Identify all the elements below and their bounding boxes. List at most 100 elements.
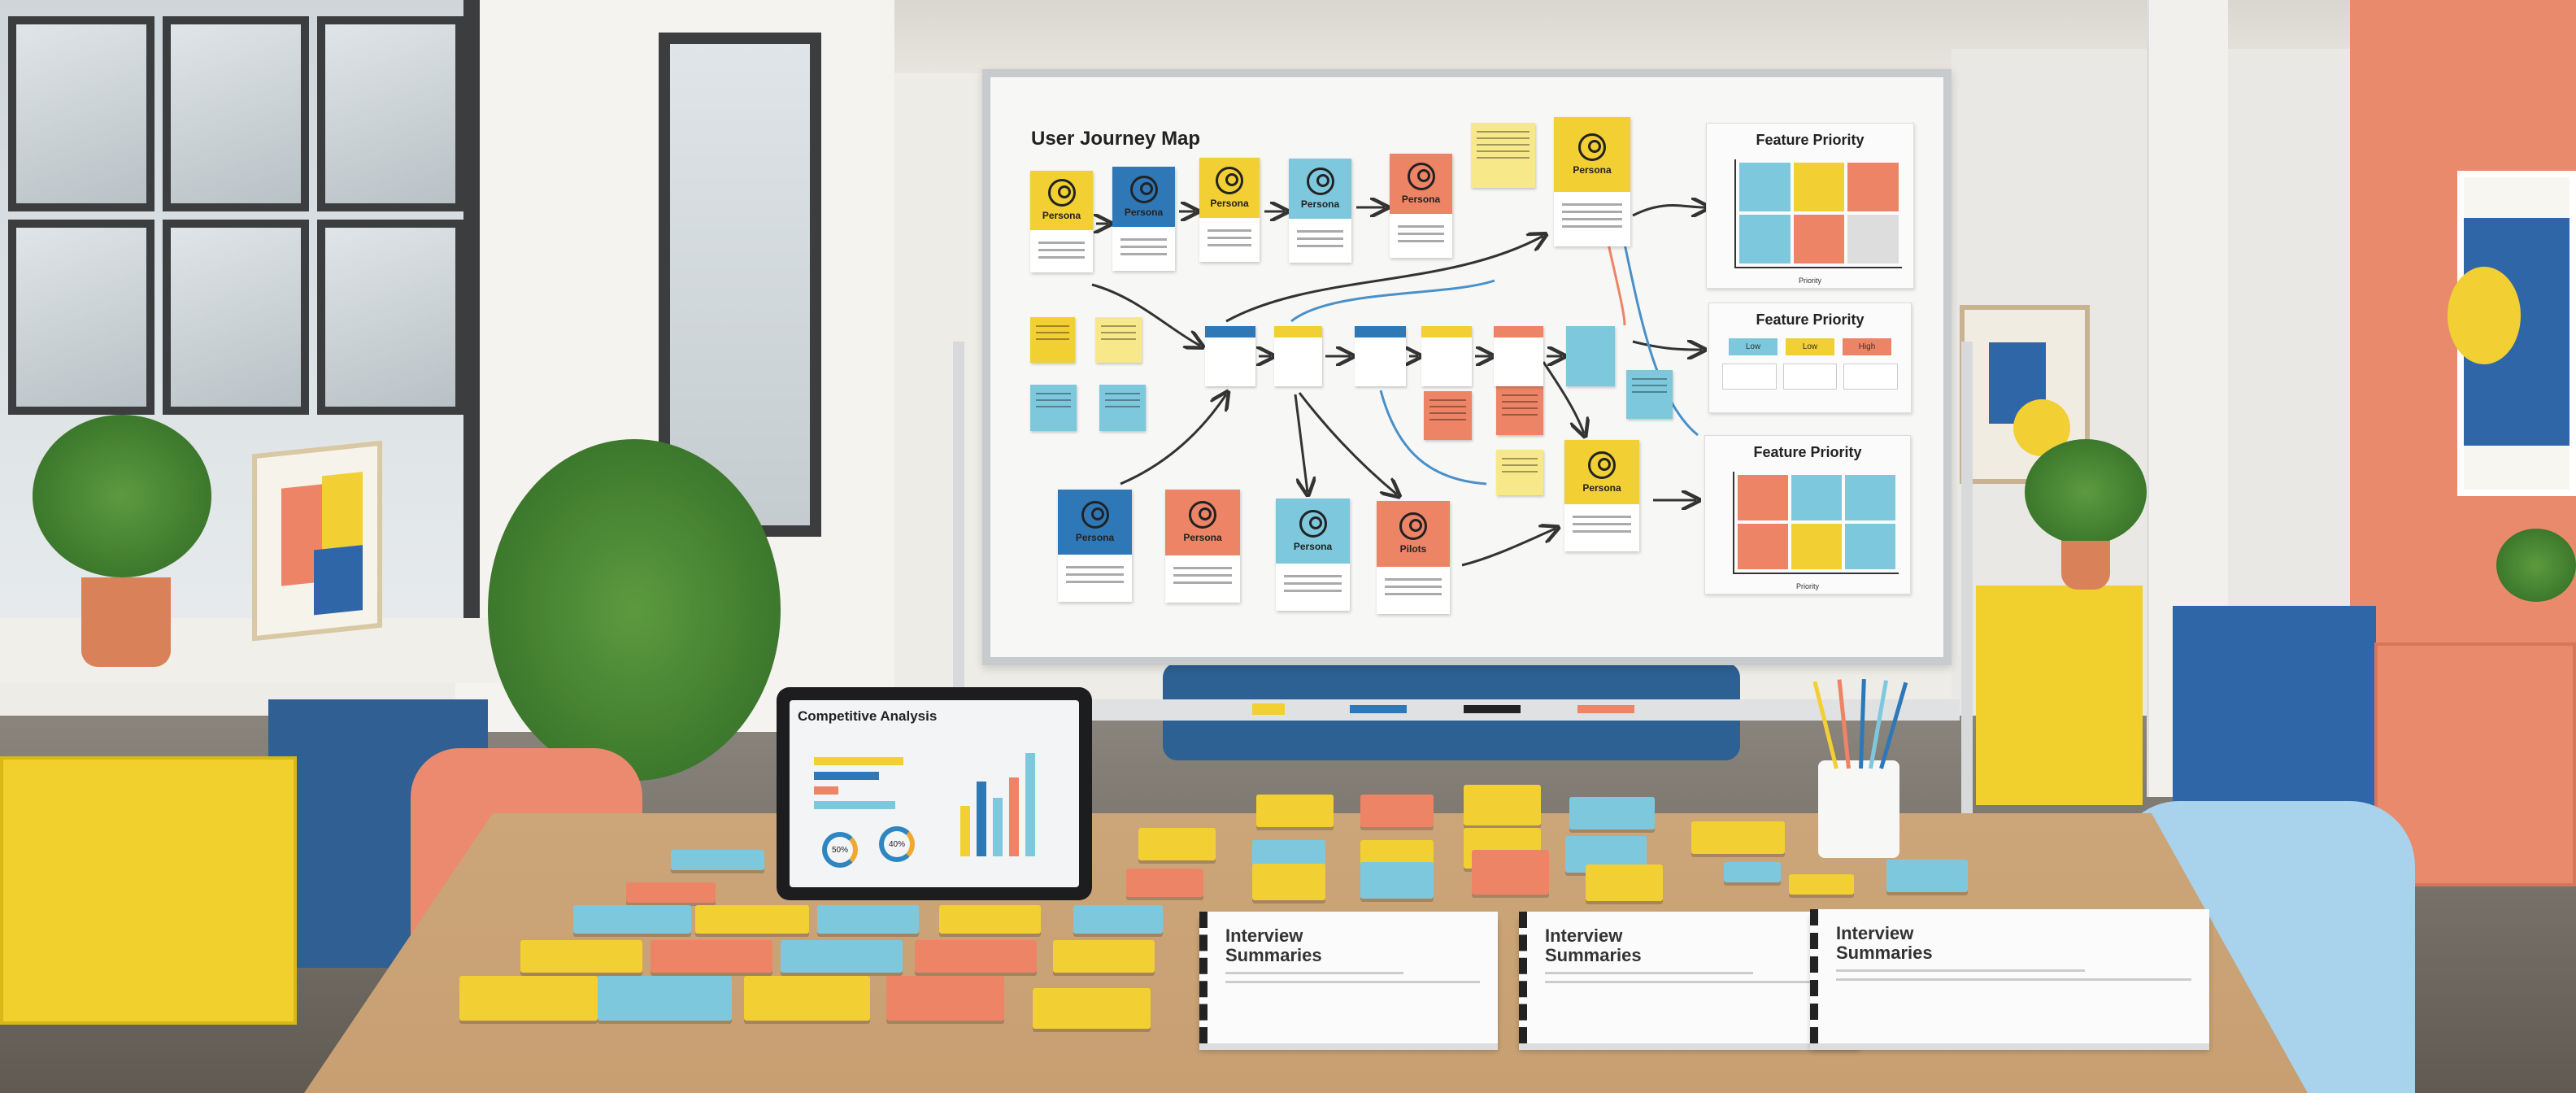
- feature-priority-matrix: Feature Priority Priority: [1704, 435, 1911, 594]
- sticky-note-stack[interactable]: [651, 940, 772, 973]
- arrow: [1632, 206, 1706, 216]
- sticky-note-stack[interactable]: [1360, 862, 1434, 899]
- journey-step-card: [1566, 326, 1615, 386]
- whiteboard: User Journey Map Persona Persona Persona: [982, 69, 1952, 665]
- sticky-note-stack[interactable]: [1053, 940, 1155, 973]
- persona-label: Persona: [1075, 532, 1115, 544]
- persona-label: Persona: [1573, 164, 1612, 176]
- persona-card: Persona: [1390, 154, 1452, 258]
- axis-label: Priority: [1798, 277, 1821, 285]
- level-label: Low: [1729, 338, 1778, 355]
- eraser: [1252, 703, 1285, 715]
- sticky-note-stack[interactable]: [695, 905, 809, 934]
- person-icon: [1578, 133, 1606, 162]
- sticky-note-stack[interactable]: [1886, 860, 1968, 892]
- persona-label: Persona: [1042, 210, 1081, 222]
- feature-priority-title: Feature Priority: [1756, 311, 1865, 328]
- sticky-note-stack[interactable]: [671, 850, 764, 870]
- tablet[interactable]: Competitive Analysis 50% 40%: [777, 687, 1092, 900]
- sticky-note-stack[interactable]: [1464, 785, 1541, 825]
- sticky-note-stack[interactable]: [1724, 862, 1781, 882]
- person-icon: [1588, 451, 1616, 479]
- sticky-note: [1030, 317, 1075, 363]
- plant-pot: [2061, 541, 2110, 590]
- sticky-note-stack[interactable]: [1126, 869, 1203, 897]
- plant-pot: [81, 577, 171, 667]
- persona-label: Persona: [1210, 198, 1249, 210]
- sticky-note-stack[interactable]: [744, 976, 870, 1021]
- person-icon: [1081, 501, 1109, 529]
- arrow: [1607, 243, 1626, 326]
- tablet-title: Competitive Analysis: [798, 708, 938, 724]
- persona-card: Persona: [1554, 117, 1630, 246]
- sticky-note-stack[interactable]: [939, 905, 1041, 934]
- interview-summary-binder[interactable]: Interview Summaries: [1519, 912, 1860, 1043]
- sticky-note-stack[interactable]: [1586, 864, 1663, 901]
- person-icon: [1306, 168, 1334, 196]
- arrow: [1632, 342, 1702, 350]
- sticky-note-stack[interactable]: [459, 976, 598, 1021]
- sticky-note-stack[interactable]: [1252, 864, 1325, 900]
- binder-title: Interview Summaries: [1836, 923, 1933, 964]
- plant: [33, 415, 211, 577]
- feature-priority-title: Feature Priority: [1756, 132, 1865, 148]
- person-icon: [1216, 167, 1243, 195]
- sticky-note-stack[interactable]: [886, 976, 1004, 1021]
- person-icon: [1047, 179, 1076, 207]
- sticky-note-stack[interactable]: [598, 976, 732, 1021]
- sticky-note: [1496, 386, 1543, 435]
- sticky-note-stack[interactable]: [1472, 850, 1549, 895]
- feature-priority-title: Feature Priority: [1753, 444, 1862, 460]
- sticky-note-stack[interactable]: [1033, 988, 1151, 1029]
- journey-step-card: [1494, 326, 1543, 386]
- arrow: [1294, 394, 1308, 492]
- sticky-note-stack[interactable]: [781, 940, 903, 973]
- person-icon: [1407, 163, 1435, 191]
- sticky-note: [1626, 370, 1673, 419]
- sticky-note-stack[interactable]: [573, 905, 691, 934]
- sticky-note-stack[interactable]: [1256, 795, 1334, 827]
- persona-card: Persona: [1289, 159, 1351, 263]
- sticky-note-stack[interactable]: [520, 940, 642, 973]
- sticky-note-stack[interactable]: [915, 940, 1037, 973]
- sticky-note: [1095, 317, 1142, 363]
- sticky-note: [1099, 385, 1146, 431]
- persona-card: Persona: [1199, 158, 1260, 262]
- persona-card: Persona: [1276, 499, 1350, 611]
- persona-card: Persona: [1112, 167, 1175, 271]
- arrow: [1120, 394, 1226, 486]
- interview-summary-binder[interactable]: Interview Summaries: [1199, 912, 1498, 1043]
- feature-priority-matrix: Feature Priority Priority: [1706, 123, 1914, 289]
- persona-card: Pilots: [1377, 501, 1450, 614]
- sticky-note-stack[interactable]: [1073, 905, 1163, 934]
- journey-step-card: [1205, 326, 1255, 386]
- sticky-note-stack[interactable]: [626, 882, 716, 903]
- person-icon: [1399, 512, 1427, 541]
- persona-card: Persona: [1165, 490, 1240, 603]
- side-window: [659, 33, 821, 537]
- persona-card: Persona: [1564, 440, 1639, 551]
- level-label: High: [1843, 338, 1891, 355]
- persona-label: Persona: [1124, 207, 1164, 219]
- journey-step-card: [1421, 326, 1472, 386]
- sticky-note-stack[interactable]: [1789, 874, 1854, 895]
- persona-label: Pilots: [1399, 543, 1427, 555]
- arrow: [1225, 236, 1543, 323]
- arrow: [1461, 529, 1556, 567]
- plant: [2025, 439, 2147, 545]
- sticky-note-stack[interactable]: [1569, 797, 1655, 830]
- whiteboard-stand: [1961, 342, 1973, 830]
- sticky-note-stack[interactable]: [1360, 795, 1434, 827]
- interview-summary-binder[interactable]: Interview Summaries: [1810, 909, 2209, 1043]
- persona-card: Persona: [1058, 490, 1132, 602]
- sticky-note-stack[interactable]: [1138, 828, 1216, 860]
- journey-step-card: [1355, 326, 1406, 386]
- whiteboard-marker-tray: [1057, 699, 1960, 721]
- whiteboard-stand: [953, 342, 964, 797]
- persona-label: Persona: [1401, 194, 1441, 206]
- persona-label: Persona: [1300, 198, 1340, 211]
- persona-label: Persona: [1293, 541, 1333, 553]
- percent-ring: 50%: [822, 832, 858, 868]
- sticky-note-stack[interactable]: [817, 905, 919, 934]
- sticky-note-stack[interactable]: [1691, 821, 1785, 854]
